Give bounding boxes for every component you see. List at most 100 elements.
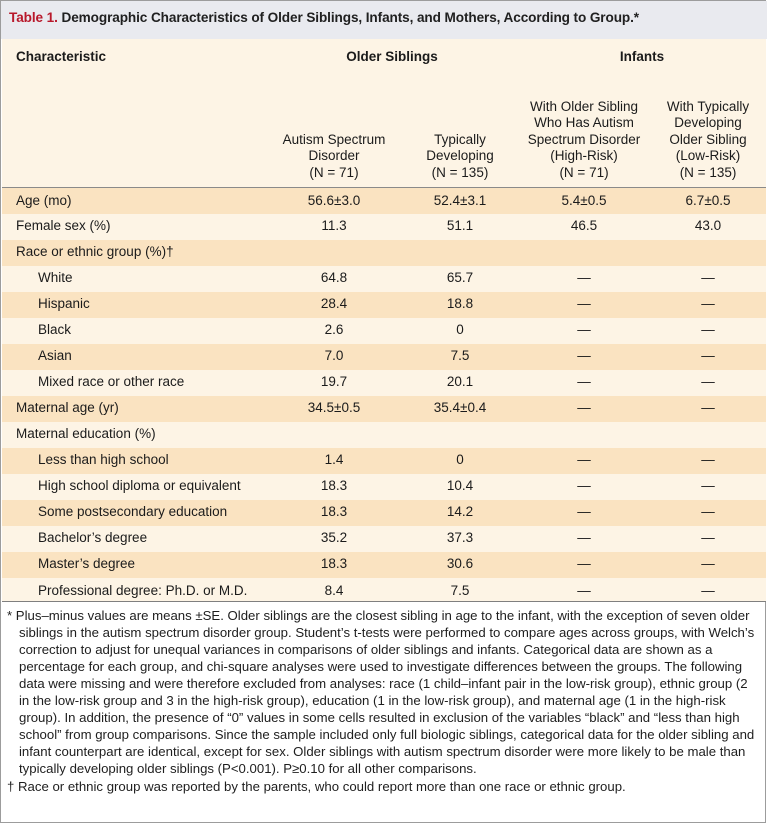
header-infants: Infants xyxy=(619,49,665,64)
row-label: Hispanic xyxy=(2,291,266,318)
table-cell xyxy=(402,422,518,448)
table-row: Maternal age (yr) 34.5±0.5 35.4±0.4— — xyxy=(2,395,767,422)
table-cell xyxy=(650,239,767,266)
table-body: Age (mo) 56.6±3.0 52.4±3.1 5.4±0.5 6.7±0.5 Fe… xyxy=(2,187,767,605)
table-row: Bachelor’s degree 35.2 37.3 — — xyxy=(2,526,766,552)
row-label: Master’s degree xyxy=(2,551,266,578)
table-cell: 28.4 xyxy=(266,291,402,318)
table-cell: 20.1 xyxy=(446,374,474,390)
table-cell: — xyxy=(577,374,591,390)
row-label: Black xyxy=(38,322,72,338)
table-cell: — xyxy=(518,343,651,370)
row-label: Some postsecondary education xyxy=(2,499,266,526)
header-line: With Older Sibling xyxy=(529,98,639,114)
table-cell: — xyxy=(701,582,715,598)
table-cell: 46.5 xyxy=(570,218,598,234)
table-row: Hispanic 28.4 18.8— — xyxy=(2,291,767,318)
header-row-groups: Characteristic Older Siblings Infants xyxy=(2,39,766,83)
table-row: Professional degree: Ph.D. or M.D. 8.4 7.5… xyxy=(2,578,766,605)
table-row: Master’s degree 18.3 30.6— — xyxy=(2,551,767,578)
table-cell: — xyxy=(577,270,591,286)
table-cell xyxy=(402,239,519,266)
table-cell: — xyxy=(577,582,591,598)
header-line: (N = 135) xyxy=(679,164,737,180)
table-cell: 1.4 xyxy=(266,447,402,474)
table-cell: — xyxy=(701,374,715,390)
row-label: Professional degree: Ph.D. or M.D. xyxy=(38,582,248,598)
table-cell: 7.0 xyxy=(266,343,402,370)
table-cell: 65.7 xyxy=(446,270,474,286)
table-cell: — xyxy=(518,447,651,474)
row-label: Maternal education (%) xyxy=(16,426,156,442)
row-label: Age (mo) xyxy=(2,187,266,214)
table-cell: 11.3 xyxy=(321,218,347,234)
header-line: Developing xyxy=(674,115,742,130)
row-label: High school diploma or equivalent xyxy=(38,478,241,494)
row-label: White xyxy=(38,270,73,286)
table-cell: 18.3 xyxy=(320,478,348,494)
table-title: Table 1. Demographic Characteristics of … xyxy=(1,1,767,39)
header-col-high-risk: With Older Sibling Who Has Autism Spectrum… xyxy=(518,83,650,188)
header-older-siblings: Older Siblings xyxy=(346,49,438,64)
table-cell: — xyxy=(518,395,651,422)
table-cell xyxy=(266,422,402,448)
header-line: (High-Risk) xyxy=(550,148,618,163)
row-label: Bachelor’s degree xyxy=(38,530,148,546)
header-line: Developing xyxy=(426,148,494,163)
table-cell: 8.4 xyxy=(324,582,344,598)
table-row: White 64.8 65.7 — — xyxy=(2,266,766,292)
table-row: Maternal education (%) xyxy=(2,422,766,448)
header-line: Who Has Autism xyxy=(534,115,634,130)
table-cell: 56.6±3.0 xyxy=(266,187,402,214)
footnote-star: * Plus–minus values are means ±SE. Older… xyxy=(7,608,755,776)
table-row: Less than high school 1.4 0— — xyxy=(2,447,767,474)
table-cell: — xyxy=(650,551,767,578)
table-cell: 0 xyxy=(456,322,464,338)
header-blank xyxy=(2,83,266,188)
table-cell: — xyxy=(518,291,651,318)
table-cell: — xyxy=(650,395,767,422)
table-cell: 34.5±0.5 xyxy=(266,395,402,422)
table-cell: 10.4 xyxy=(446,478,474,494)
footnote-dagger: † Race or ethnic group was reported by t… xyxy=(7,779,626,794)
demographics-table: Characteristic Older Siblings Infants Au… xyxy=(2,39,767,605)
row-label: Female sex (%) xyxy=(16,218,111,234)
table-cell: 6.7±0.5 xyxy=(650,187,767,214)
header-col-asd: Autism Spectrum Disorder (N = 71) xyxy=(266,83,402,188)
row-label: Mixed race or other race xyxy=(38,374,185,390)
header-characteristic: Characteristic xyxy=(16,49,107,64)
header-line: (N = 135) xyxy=(431,164,489,180)
table-cell: 2.6 xyxy=(324,322,344,338)
table-cell: — xyxy=(650,343,767,370)
table-row: Female sex (%) 11.3 51.1 46.5 43.0 xyxy=(2,214,766,240)
table-row: High school diploma or equivalent 18.3 10.… xyxy=(2,474,766,500)
footnotes: * Plus–minus values are means ±SE. Older… xyxy=(7,607,761,795)
header-line: With Typically xyxy=(666,98,750,114)
table-cell: 18.3 xyxy=(266,499,402,526)
row-label: Asian xyxy=(2,343,266,370)
table-cell: 35.4±0.4 xyxy=(402,395,519,422)
table-cell: 37.3 xyxy=(446,530,474,546)
header-line: Autism Spectrum xyxy=(282,131,386,147)
header-row-columns: Autism Spectrum Disorder (N = 71) Typicall… xyxy=(2,83,767,188)
table-cell: — xyxy=(577,478,591,494)
table-cell xyxy=(518,239,651,266)
table-cell: 35.2 xyxy=(320,530,348,546)
header-line: (N = 71) xyxy=(309,164,359,180)
table-cell: — xyxy=(701,478,715,494)
table-cell: 7.5 xyxy=(450,582,470,598)
table-cell: — xyxy=(518,499,651,526)
table-cell: 52.4±3.1 xyxy=(402,187,519,214)
table-cell: 19.7 xyxy=(320,374,348,390)
header-line: Disorder xyxy=(308,148,360,163)
table-cell: 43.0 xyxy=(694,218,722,234)
header-line: Typically xyxy=(434,131,486,147)
table-row: Race or ethnic group (%)† xyxy=(2,239,767,266)
table-row: Asian 7.0 7.5— — xyxy=(2,343,767,370)
header-line: Older Sibling xyxy=(669,131,747,147)
row-label: Maternal age (yr) xyxy=(2,395,266,422)
header-col-typically-developing: Typically Developing (N = 135) xyxy=(402,83,518,188)
table-cell: — xyxy=(577,530,591,546)
row-label: Race or ethnic group (%)† xyxy=(2,239,266,266)
